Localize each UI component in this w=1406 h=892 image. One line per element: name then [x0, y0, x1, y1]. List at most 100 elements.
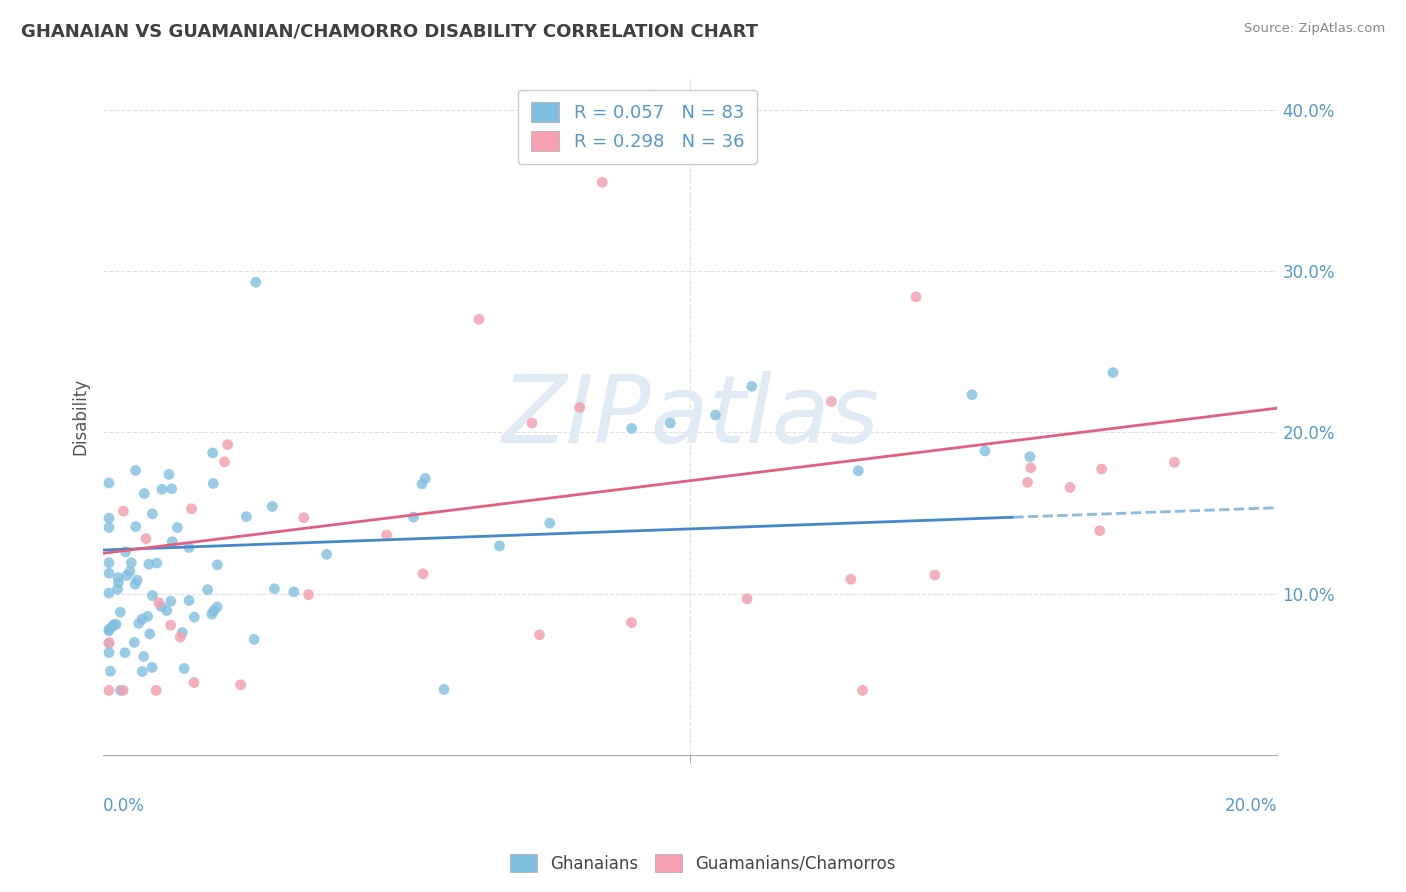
- Point: [110, 605, 132, 619]
- Point: [202, 604, 225, 618]
- Point: [620, 615, 643, 630]
- Point: [146, 556, 169, 570]
- Point: [98, 586, 121, 600]
- Text: Source: ZipAtlas.com: Source: ZipAtlas.com: [1244, 22, 1385, 36]
- Point: [1163, 455, 1185, 469]
- Point: [201, 446, 224, 460]
- Point: [107, 575, 129, 590]
- Text: 0.0%: 0.0%: [103, 797, 145, 814]
- Point: [183, 675, 205, 690]
- Point: [124, 635, 146, 649]
- Point: [1090, 462, 1112, 476]
- Point: [166, 520, 188, 534]
- Point: [136, 609, 159, 624]
- Point: [905, 290, 928, 304]
- Point: [131, 665, 153, 679]
- Legend: R = 0.057   N = 83, R = 0.298   N = 36: R = 0.057 N = 83, R = 0.298 N = 36: [517, 90, 756, 164]
- Point: [103, 617, 125, 632]
- Point: [150, 483, 173, 497]
- Point: [659, 416, 682, 430]
- Point: [145, 683, 167, 698]
- Point: [159, 594, 181, 608]
- Point: [172, 625, 194, 640]
- Point: [141, 589, 163, 603]
- Point: [704, 408, 727, 422]
- Point: [262, 500, 284, 514]
- Point: [315, 547, 337, 561]
- Point: [924, 568, 946, 582]
- Point: [124, 463, 146, 477]
- Point: [402, 510, 425, 524]
- Point: [741, 379, 763, 393]
- Point: [520, 416, 543, 430]
- Point: [157, 467, 180, 482]
- Point: [207, 558, 229, 572]
- Point: [851, 683, 873, 698]
- Point: [180, 501, 202, 516]
- Point: [591, 175, 613, 189]
- Point: [169, 630, 191, 644]
- Point: [141, 507, 163, 521]
- Point: [1102, 366, 1125, 380]
- Point: [283, 585, 305, 599]
- Point: [297, 588, 319, 602]
- Point: [131, 612, 153, 626]
- Point: [173, 661, 195, 675]
- Point: [115, 568, 138, 582]
- Point: [107, 571, 129, 585]
- Point: [150, 599, 173, 614]
- Point: [132, 649, 155, 664]
- Point: [735, 591, 758, 606]
- Point: [214, 455, 236, 469]
- Legend: Ghanaians, Guamanians/Chamorros: Ghanaians, Guamanians/Chamorros: [503, 847, 903, 880]
- Point: [1059, 480, 1081, 494]
- Point: [538, 516, 561, 530]
- Point: [433, 682, 456, 697]
- Point: [292, 510, 315, 524]
- Point: [110, 683, 132, 698]
- Point: [125, 519, 148, 533]
- Point: [1019, 460, 1042, 475]
- Point: [98, 646, 121, 660]
- Point: [183, 610, 205, 624]
- Point: [134, 486, 156, 500]
- Y-axis label: Disability: Disability: [72, 377, 89, 455]
- Point: [202, 476, 225, 491]
- Point: [98, 683, 121, 698]
- Point: [112, 683, 135, 698]
- Text: 20.0%: 20.0%: [1225, 797, 1278, 814]
- Point: [820, 394, 842, 409]
- Point: [148, 596, 170, 610]
- Point: [124, 577, 146, 591]
- Point: [98, 556, 121, 570]
- Point: [114, 646, 136, 660]
- Point: [839, 572, 862, 586]
- Point: [141, 660, 163, 674]
- Point: [1088, 524, 1111, 538]
- Point: [160, 482, 183, 496]
- Point: [974, 444, 997, 458]
- Point: [98, 624, 121, 638]
- Point: [229, 678, 252, 692]
- Text: ZIPatlas: ZIPatlas: [502, 371, 879, 462]
- Point: [138, 557, 160, 571]
- Point: [245, 275, 267, 289]
- Point: [568, 401, 591, 415]
- Point: [98, 520, 121, 534]
- Point: [846, 464, 869, 478]
- Point: [120, 556, 142, 570]
- Point: [105, 617, 128, 632]
- Point: [1018, 450, 1040, 464]
- Point: [135, 532, 157, 546]
- Point: [960, 387, 983, 401]
- Point: [101, 619, 124, 633]
- Point: [243, 632, 266, 647]
- Point: [128, 616, 150, 631]
- Point: [1017, 475, 1039, 490]
- Point: [413, 471, 436, 485]
- Point: [98, 511, 121, 525]
- Point: [263, 582, 285, 596]
- Point: [529, 628, 551, 642]
- Point: [156, 603, 179, 617]
- Point: [98, 566, 121, 581]
